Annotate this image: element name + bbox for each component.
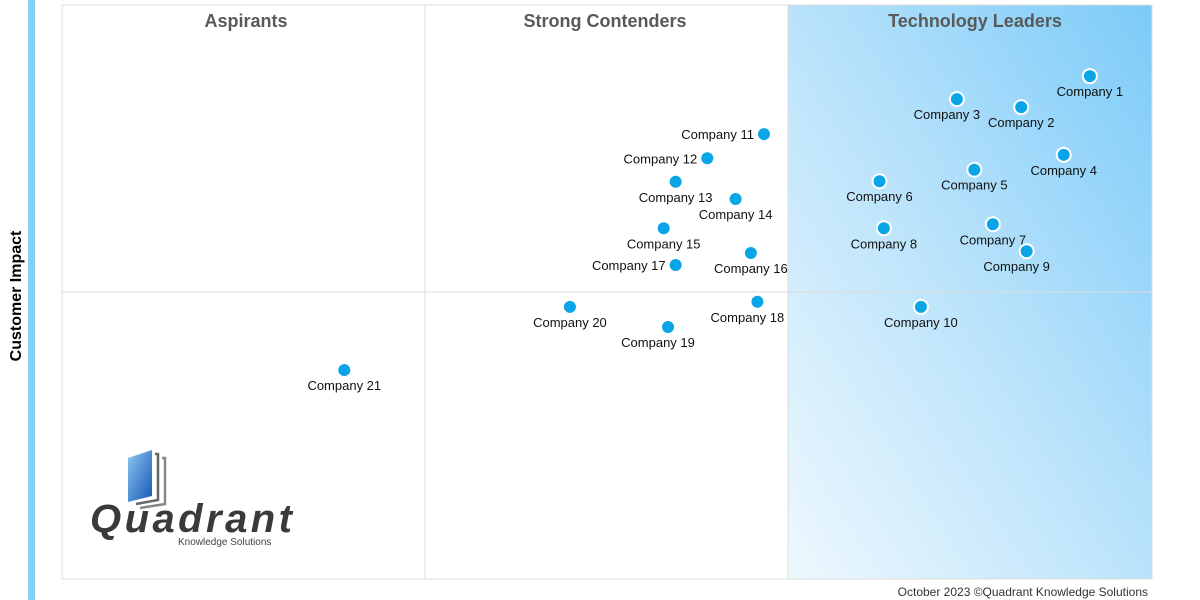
data-point-label: Company 5 [941, 178, 1007, 193]
data-point-label: Company 4 [1030, 163, 1096, 178]
quadrant-title-strong-contenders: Strong Contenders [523, 11, 686, 31]
data-point-label: Company 19 [621, 335, 695, 350]
data-point-label: Company 3 [914, 107, 980, 122]
data-point-label: Company 9 [983, 259, 1049, 274]
data-point [1013, 99, 1030, 116]
data-point [655, 220, 672, 237]
data-point [875, 220, 892, 237]
data-point [1081, 68, 1098, 85]
data-point [660, 319, 677, 336]
data-point-label: Company 12 [624, 151, 698, 166]
data-point-label: Company 1 [1057, 84, 1123, 99]
data-point-label: Company 15 [627, 236, 701, 251]
data-point [561, 298, 578, 315]
data-point [336, 362, 353, 379]
data-point [912, 298, 929, 315]
svg-text:Quadrant: Quadrant [90, 497, 294, 541]
data-point-label: Company 11 [681, 127, 754, 142]
data-point [727, 191, 744, 208]
quadrant-title-aspirants: Aspirants [204, 11, 287, 31]
data-point-label: Company 17 [592, 258, 666, 273]
data-point-label: Company 8 [851, 236, 917, 251]
data-point [699, 150, 716, 167]
data-point [1055, 146, 1072, 163]
data-point [742, 244, 759, 261]
data-point [667, 173, 684, 190]
data-point [966, 161, 983, 178]
quadrant-logo: Quadrant Knowledge Solutions [88, 446, 298, 550]
data-point-label: Company 7 [960, 232, 1026, 247]
data-point [871, 173, 888, 190]
points-layer: Company 1 Company 2 Company 3 Company 4 Comp… [307, 68, 1123, 393]
data-point [1018, 243, 1035, 260]
accent-bar [28, 0, 35, 600]
data-point [948, 91, 965, 108]
data-point-label: Company 13 [639, 190, 713, 205]
data-point-label: Company 20 [533, 315, 607, 330]
svg-text:Knowledge Solutions: Knowledge Solutions [178, 537, 271, 548]
data-point [749, 293, 766, 310]
data-point [667, 257, 684, 274]
data-point [755, 126, 772, 143]
data-point-label: Company 6 [846, 189, 912, 204]
quadrant-title-technology-leaders: Technology Leaders [888, 11, 1062, 31]
data-point-label: Company 14 [699, 207, 773, 222]
data-point-label: Company 10 [884, 315, 958, 330]
data-point-label: Company 2 [988, 115, 1054, 130]
footer-copyright: October 2023 ©Quadrant Knowledge Solutio… [897, 585, 1148, 599]
data-point [984, 216, 1001, 233]
data-point-label: Company 18 [711, 310, 785, 325]
data-point-label: Company 21 [307, 378, 381, 393]
data-point-label: Company 16 [714, 261, 788, 276]
